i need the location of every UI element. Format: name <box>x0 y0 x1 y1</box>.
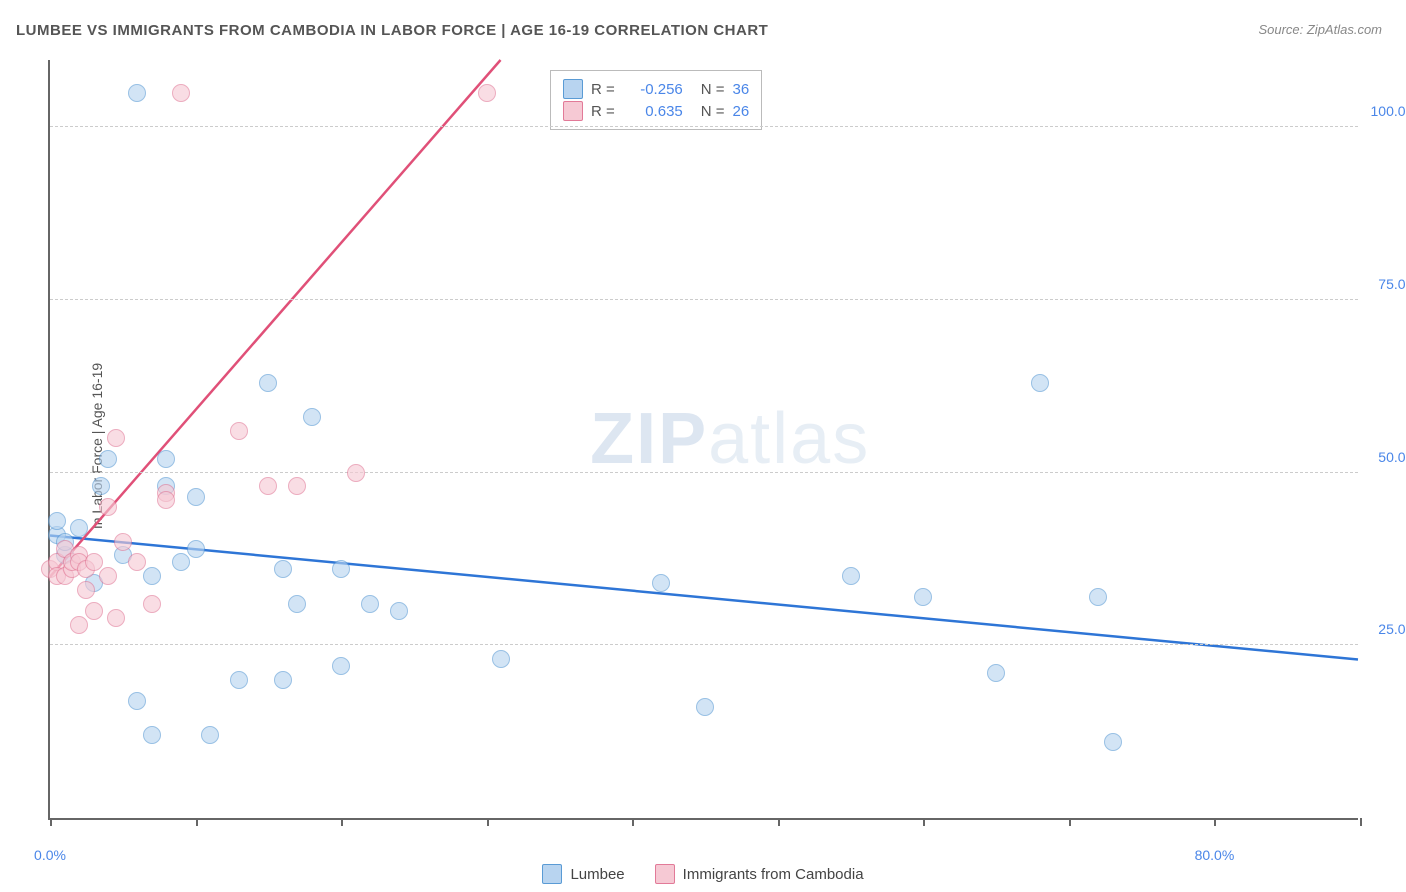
data-point <box>288 595 306 613</box>
x-tick <box>341 818 343 826</box>
data-point <box>492 650 510 668</box>
data-point <box>230 422 248 440</box>
data-point <box>259 477 277 495</box>
n-value: 36 <box>733 81 750 98</box>
data-point <box>157 491 175 509</box>
x-tick-label: 80.0% <box>1195 847 1235 863</box>
data-point <box>85 602 103 620</box>
data-point <box>987 664 1005 682</box>
gridline <box>50 472 1358 473</box>
data-point <box>478 84 496 102</box>
data-point <box>85 553 103 571</box>
y-tick-label: 50.0% <box>1363 449 1406 465</box>
x-tick <box>1069 818 1071 826</box>
data-point <box>107 429 125 447</box>
x-tick-label: 0.0% <box>34 847 66 863</box>
legend-stat-row: R = -0.256 N = 36 <box>563 79 749 99</box>
data-point <box>172 84 190 102</box>
legend-swatch <box>542 864 562 884</box>
gridline <box>50 126 1358 127</box>
data-point <box>70 519 88 537</box>
series-legend: Lumbee Immigrants from Cambodia <box>0 864 1406 884</box>
data-point <box>128 692 146 710</box>
data-point <box>187 540 205 558</box>
x-tick <box>50 818 52 826</box>
legend-swatch <box>563 79 583 99</box>
chart-title: LUMBEE VS IMMIGRANTS FROM CAMBODIA IN LA… <box>16 22 768 39</box>
watermark: ZIPatlas <box>590 398 870 480</box>
data-point <box>288 477 306 495</box>
trend-line <box>50 60 501 577</box>
data-point <box>390 602 408 620</box>
legend-item: Immigrants from Cambodia <box>655 864 864 884</box>
x-tick <box>632 818 634 826</box>
legend-stat-row: R = 0.635 N = 26 <box>563 101 749 121</box>
r-label: R = <box>591 81 615 98</box>
data-point <box>70 616 88 634</box>
data-point <box>143 595 161 613</box>
scatter-plot-area: ZIPatlas R =-0.256N =36R =0.635N =26 25.… <box>48 60 1358 820</box>
data-point <box>99 567 117 585</box>
data-point <box>99 498 117 516</box>
data-point <box>347 464 365 482</box>
r-label: R = <box>591 103 615 120</box>
legend-swatch <box>563 101 583 121</box>
data-point <box>114 533 132 551</box>
y-tick-label: 100.0% <box>1363 103 1406 119</box>
data-point <box>332 560 350 578</box>
data-point <box>77 581 95 599</box>
data-point <box>128 84 146 102</box>
y-tick-label: 75.0% <box>1363 276 1406 292</box>
data-point <box>172 553 190 571</box>
data-point <box>48 512 66 530</box>
data-point <box>361 595 379 613</box>
x-tick <box>196 818 198 826</box>
r-value: -0.256 <box>623 81 683 98</box>
data-point <box>92 477 110 495</box>
data-point <box>107 609 125 627</box>
n-label: N = <box>701 103 725 120</box>
y-tick-label: 25.0% <box>1363 621 1406 637</box>
legend-item: Lumbee <box>542 864 624 884</box>
data-point <box>157 450 175 468</box>
legend-label: Lumbee <box>570 866 624 883</box>
data-point <box>143 726 161 744</box>
data-point <box>274 560 292 578</box>
data-point <box>696 698 714 716</box>
n-value: 26 <box>733 103 750 120</box>
data-point <box>143 567 161 585</box>
data-point <box>201 726 219 744</box>
data-point <box>652 574 670 592</box>
gridline <box>50 299 1358 300</box>
data-point <box>1031 374 1049 392</box>
legend-label: Immigrants from Cambodia <box>683 866 864 883</box>
data-point <box>99 450 117 468</box>
data-point <box>128 553 146 571</box>
x-tick <box>487 818 489 826</box>
correlation-legend: R = -0.256 N = 36 R = 0.635 N = 26 <box>550 70 762 130</box>
x-tick <box>1360 818 1362 826</box>
data-point <box>230 671 248 689</box>
trend-line <box>50 535 1358 659</box>
x-tick <box>1214 818 1216 826</box>
data-point <box>914 588 932 606</box>
data-point <box>187 488 205 506</box>
legend-swatch <box>655 864 675 884</box>
x-tick <box>923 818 925 826</box>
n-label: N = <box>701 81 725 98</box>
data-point <box>842 567 860 585</box>
data-point <box>274 671 292 689</box>
x-tick <box>778 818 780 826</box>
r-value: 0.635 <box>623 103 683 120</box>
data-point <box>332 657 350 675</box>
data-point <box>1104 733 1122 751</box>
data-point <box>303 408 321 426</box>
source-attribution: Source: ZipAtlas.com <box>1258 22 1382 37</box>
data-point <box>1089 588 1107 606</box>
gridline <box>50 644 1358 645</box>
data-point <box>259 374 277 392</box>
